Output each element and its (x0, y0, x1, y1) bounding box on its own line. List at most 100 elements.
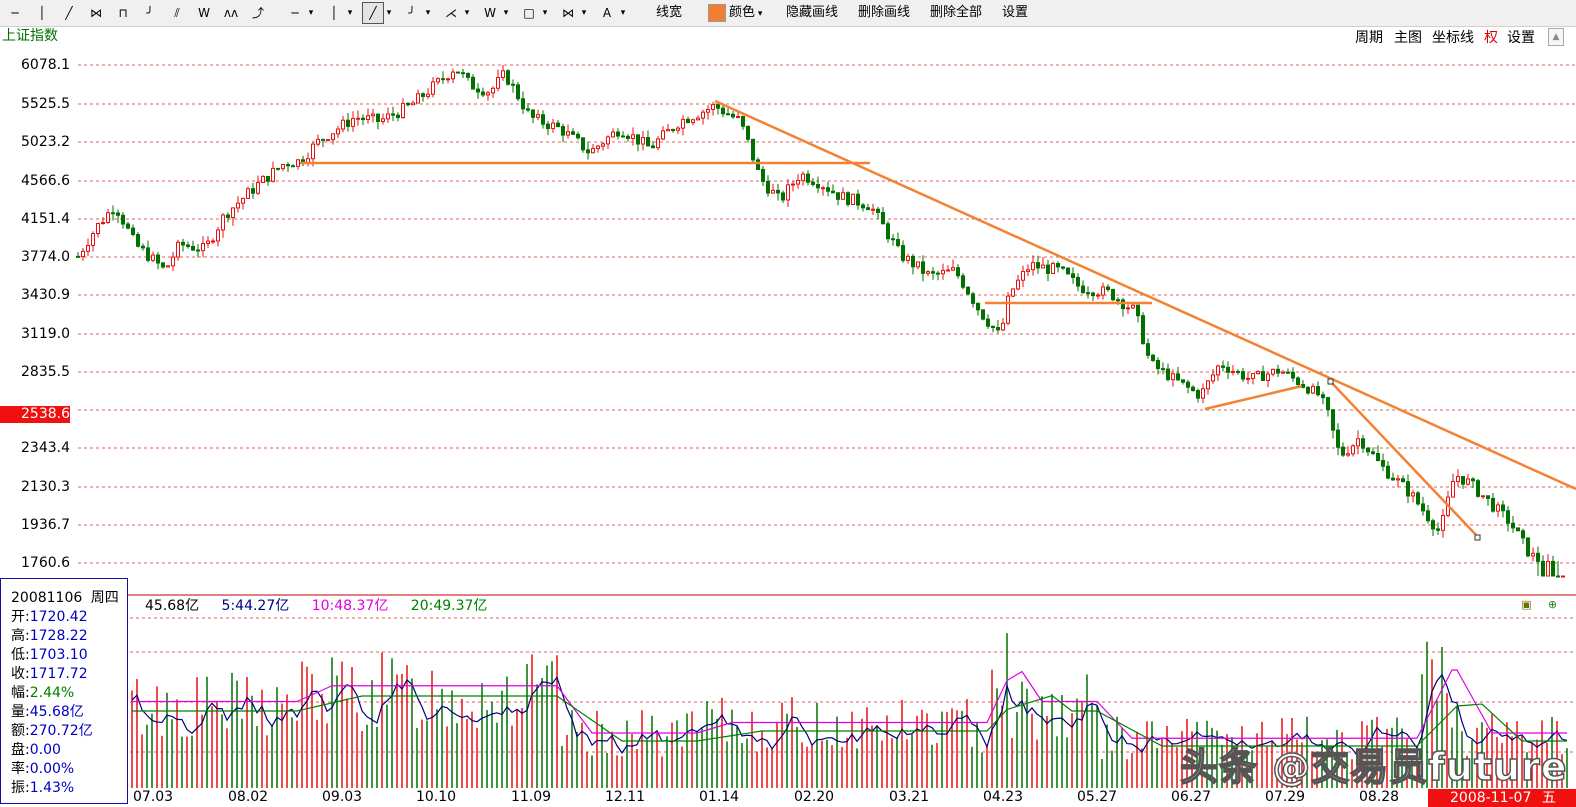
draw-tool-icon[interactable]: ─ (291, 6, 299, 20)
candle-body (1336, 429, 1340, 448)
quick-draw-tool-icon[interactable]: ʌʌ (223, 6, 239, 20)
candle-body (751, 138, 755, 161)
candle-body (801, 173, 805, 181)
candle-body (1386, 465, 1390, 479)
draw-tool-icon[interactable]: │ (330, 6, 338, 20)
dropdown-arrow-icon[interactable]: ▾ (425, 8, 431, 18)
draw-tool-icon[interactable]: □ (523, 6, 535, 20)
candle-body (1346, 453, 1350, 456)
zoom-icon[interactable]: ⊕ (1547, 598, 1558, 611)
candle-body (1166, 368, 1170, 381)
quick-draw-tool-icon[interactable]: ⊓ (118, 6, 128, 20)
draw-tool-icon[interactable]: ╯ (408, 6, 416, 20)
candle-body (156, 254, 160, 264)
candle-body (996, 326, 1000, 331)
quick-draw-tool-icon[interactable]: ╯ (146, 6, 154, 20)
period-menu[interactable]: 周期 (1355, 30, 1383, 46)
candle-body (876, 208, 880, 213)
date-tick-label: 08.02 (228, 789, 269, 805)
candle-body (711, 104, 715, 110)
candle-body (511, 83, 515, 86)
volume-chart[interactable] (0, 596, 1576, 790)
toolbar-settings-button[interactable]: 设置 (1002, 3, 1028, 23)
candle-body (621, 135, 625, 138)
axis-line-menu[interactable]: 坐标线 (1432, 30, 1474, 46)
dropdown-arrow-icon[interactable]: ▾ (386, 8, 392, 18)
dropdown-arrow-icon[interactable]: ▾ (464, 8, 470, 18)
info-value: 2.44% (29, 685, 75, 701)
date-tick-label: 04.23 (983, 789, 1024, 805)
rights-menu[interactable]: 权 (1484, 30, 1498, 46)
save-icon[interactable]: ▣ (1521, 598, 1532, 611)
candle-body (431, 81, 435, 95)
delete-line-button[interactable]: 删除画线 (858, 3, 910, 23)
quick-draw-tool-icon[interactable]: ⋈ (90, 6, 102, 20)
info-value: 1720.42 (29, 609, 88, 625)
color-button[interactable]: 颜色 ▾ (708, 3, 762, 23)
info-value: 0.00% (29, 761, 75, 777)
candle-body (746, 125, 750, 140)
quote-info-panel: 20081106 周四 开:1720.42 高:1728.22 低:1703.10 收… (0, 578, 128, 804)
quick-draw-tool-icon[interactable]: ╱ (65, 6, 73, 20)
quick-draw-tool-icon[interactable]: │ (38, 6, 46, 20)
candle-body (596, 145, 600, 150)
candle-body (1441, 514, 1445, 531)
candle-body (1251, 373, 1255, 379)
candle-body (666, 129, 670, 132)
main-chart-menu[interactable]: 主图 (1394, 30, 1422, 46)
draw-tool-icon[interactable]: ⋈ (562, 6, 574, 20)
candle-body (1001, 322, 1005, 331)
dropdown-arrow-icon[interactable]: ▾ (755, 9, 763, 19)
delete-all-button[interactable]: 删除全部 (930, 3, 982, 23)
price-tick-label: 3430.9 (21, 287, 70, 303)
settings-menu[interactable]: 设置 (1507, 30, 1535, 46)
candle-body (991, 325, 995, 328)
quick-draw-tool-icon[interactable]: W (198, 6, 210, 20)
price-chart[interactable] (0, 46, 1576, 596)
dropdown-arrow-icon[interactable]: ▾ (620, 8, 626, 18)
quick-draw-tool-icon[interactable]: ⫽ (174, 6, 180, 20)
volume-ma20: 20:49.37亿 (410, 598, 488, 614)
candle-body (461, 72, 465, 75)
line-width-button[interactable]: 线宽 (656, 3, 682, 23)
candle-body (386, 113, 390, 120)
collapse-icon[interactable]: ▲ (1548, 28, 1564, 46)
candle-body (561, 126, 565, 136)
candle-body (276, 167, 280, 170)
candle-body (1461, 476, 1465, 485)
draw-tool-icon[interactable]: W (484, 6, 496, 20)
dropdown-arrow-icon[interactable]: ▾ (542, 8, 548, 18)
candle-body (451, 71, 455, 80)
candle-body (566, 131, 570, 136)
quick-draw-tool-icon[interactable]: ⤴ (251, 6, 264, 20)
candle-body (866, 207, 870, 211)
dropdown-arrow-icon[interactable]: ▾ (581, 8, 587, 18)
quick-draw-tool-icon[interactable]: ─ (11, 6, 19, 20)
candle-body (86, 244, 90, 252)
candle-body (1321, 394, 1325, 399)
draw-tool-icon[interactable]: ╱ (362, 2, 384, 24)
trend-line (1329, 380, 1479, 538)
dropdown-arrow-icon[interactable]: ▾ (347, 8, 353, 18)
candle-body (1126, 307, 1130, 310)
dropdown-arrow-icon[interactable]: ▾ (308, 8, 314, 18)
candle-body (611, 131, 615, 138)
candle-body (756, 159, 760, 170)
candle-body (256, 182, 260, 194)
hide-lines-button[interactable]: 隐藏画线 (786, 3, 838, 23)
candle-body (906, 255, 910, 261)
candle-body (466, 72, 470, 78)
candle-body (1186, 381, 1190, 388)
candle-body (1486, 495, 1490, 499)
candle-body (91, 232, 95, 246)
draw-tool-icon[interactable]: ⋌ (445, 6, 457, 20)
info-value: 270.72亿 (29, 723, 93, 739)
draw-tool-icon[interactable]: A (602, 6, 612, 20)
candle-body (861, 204, 865, 209)
dropdown-arrow-icon[interactable]: ▾ (503, 8, 509, 18)
candle-body (516, 84, 520, 100)
candle-body (116, 212, 120, 216)
date-tick-label: 01.14 (699, 789, 740, 805)
candle-body (651, 145, 655, 149)
candle-body (1406, 481, 1410, 497)
